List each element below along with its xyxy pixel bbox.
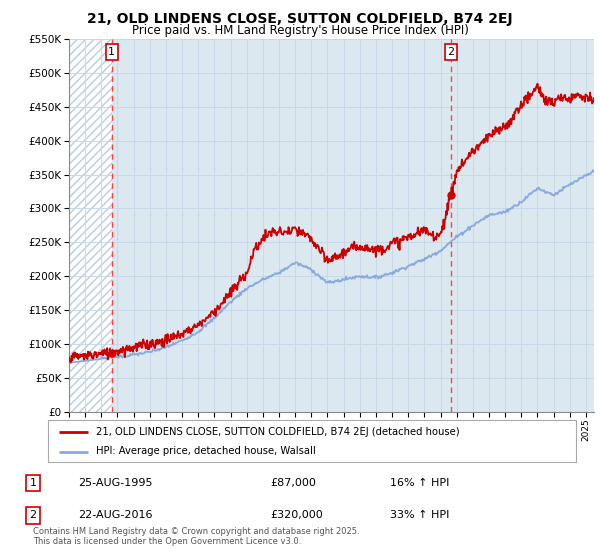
Text: £320,000: £320,000 — [270, 510, 323, 520]
Text: 2: 2 — [448, 47, 455, 57]
Text: Price paid vs. HM Land Registry's House Price Index (HPI): Price paid vs. HM Land Registry's House … — [131, 24, 469, 36]
Text: 22-AUG-2016: 22-AUG-2016 — [78, 510, 152, 520]
Text: 1: 1 — [29, 478, 37, 488]
Text: 21, OLD LINDENS CLOSE, SUTTON COLDFIELD, B74 2EJ: 21, OLD LINDENS CLOSE, SUTTON COLDFIELD,… — [87, 12, 513, 26]
Text: 16% ↑ HPI: 16% ↑ HPI — [390, 478, 449, 488]
Text: 21, OLD LINDENS CLOSE, SUTTON COLDFIELD, B74 2EJ (detached house): 21, OLD LINDENS CLOSE, SUTTON COLDFIELD,… — [95, 427, 459, 437]
Text: £87,000: £87,000 — [270, 478, 316, 488]
Text: HPI: Average price, detached house, Walsall: HPI: Average price, detached house, Wals… — [95, 446, 315, 456]
Text: 1: 1 — [109, 47, 115, 57]
Text: 25-AUG-1995: 25-AUG-1995 — [78, 478, 152, 488]
Text: Contains HM Land Registry data © Crown copyright and database right 2025.
This d: Contains HM Land Registry data © Crown c… — [33, 526, 359, 546]
Text: 33% ↑ HPI: 33% ↑ HPI — [390, 510, 449, 520]
Text: 2: 2 — [29, 510, 37, 520]
FancyBboxPatch shape — [48, 420, 576, 462]
